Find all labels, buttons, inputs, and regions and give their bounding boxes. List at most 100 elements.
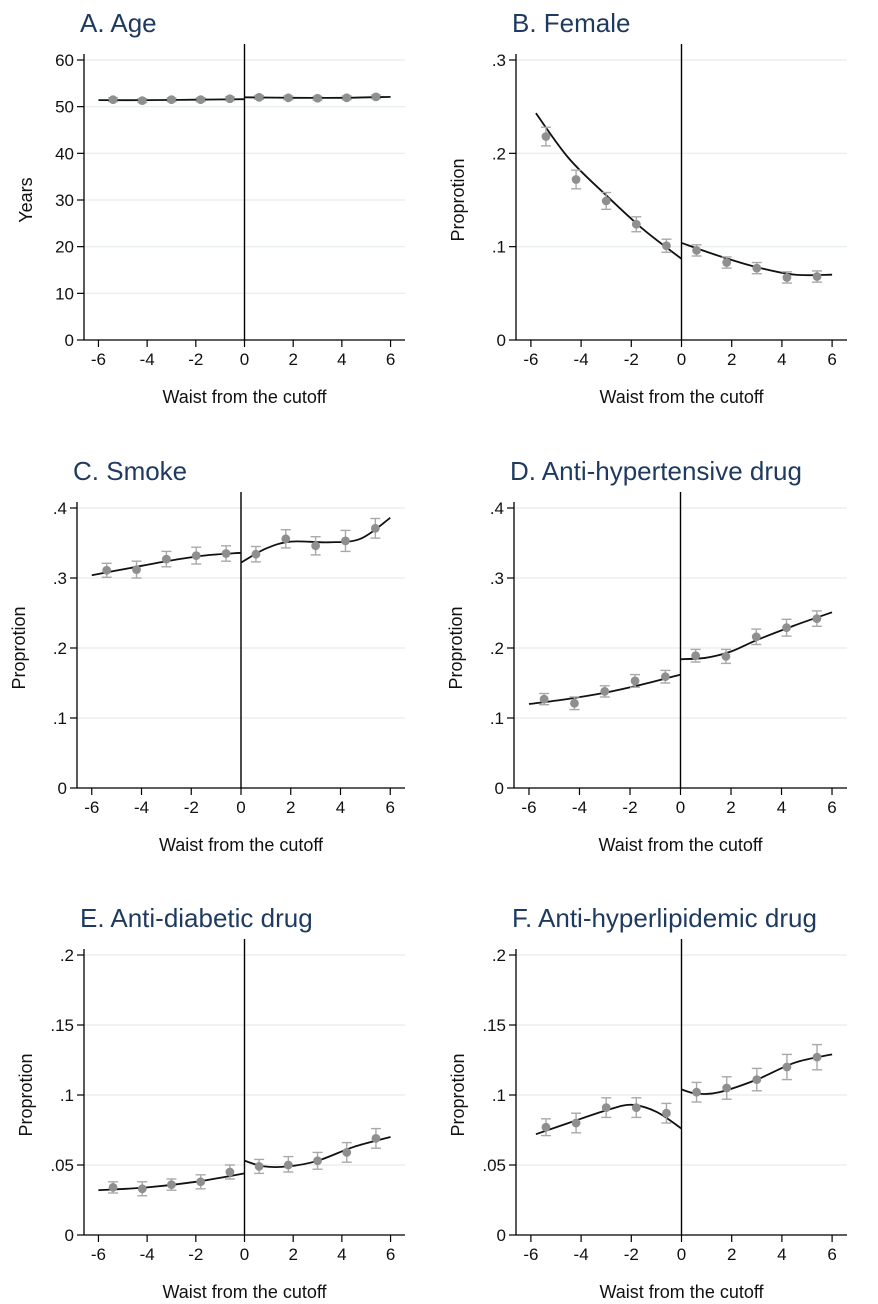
data-point [692,1087,701,1097]
x-tick-label: 2 [286,798,295,817]
y-tick-label: 30 [55,191,74,210]
x-axis-label: Waist from the cutoff [598,835,763,855]
y-tick-label: .05 [50,1156,74,1175]
y-tick-label: 10 [55,284,74,303]
data-point [539,694,549,704]
panel-4: D. Anti-hypertensive drug 0 .1 .2 .3 .4 -6 -4 -2… [446,456,847,855]
x-tick-label: -4 [572,798,587,817]
y-tick-label: 0 [65,331,74,350]
data-point [225,1167,235,1177]
data-point [132,565,141,574]
data-point [313,1156,322,1166]
y-tick-label: .2 [492,946,506,965]
y-tick-label: .15 [50,1016,74,1035]
x-tick-label: -2 [624,350,639,369]
x-tick-label: -4 [140,350,155,369]
x-tick-label: -2 [188,1245,203,1264]
x-tick-label: -6 [91,350,106,369]
x-tick-label: 6 [386,1245,395,1264]
data-point [371,92,381,102]
fit-line-right [240,517,391,564]
data-point [751,632,761,642]
y-tick-label: .2 [60,946,74,965]
x-axis-label: Waist from the cutoff [599,1282,764,1302]
data-point [102,565,112,575]
x-tick-label: 4 [777,350,786,369]
data-point [692,246,701,255]
data-point [601,196,611,206]
data-point [251,549,261,559]
data-point [541,1122,551,1132]
y-tick-label: 0 [497,1226,506,1245]
x-tick-label: 2 [288,1245,297,1264]
x-tick-label: -4 [574,350,589,369]
x-tick-label: 4 [336,798,345,817]
y-tick-label: 0 [65,1226,74,1245]
fit-line-right [680,611,833,661]
x-tick-label: 2 [727,1245,736,1264]
y-tick-label: .3 [490,569,504,588]
x-tick-label: 6 [827,798,836,817]
y-tick-label: .1 [60,1086,74,1105]
x-tick-label: 4 [337,350,346,369]
panel-title: E. Anti-diabetic drug [80,903,313,933]
y-tick-label: .15 [482,1016,506,1035]
y-tick-label: .3 [53,569,67,588]
y-tick-label: .2 [490,639,504,658]
x-tick-label: 2 [727,350,736,369]
y-tick-label: .2 [53,639,67,658]
data-point [571,1118,581,1128]
x-tick-label: 0 [676,798,685,817]
y-tick-label: .4 [53,499,67,518]
y-axis-label: Proprotion [448,1053,468,1136]
x-tick-label: -6 [91,1245,106,1264]
data-point [254,92,264,102]
data-point [342,1148,352,1157]
x-tick-label: 4 [337,1245,346,1264]
y-axis-label: Years [16,177,36,222]
panel-2: B. Female 0 .1 .2 .3 -6 -4 -2 0 2 4 6 Waist from the… [448,8,847,407]
data-point [161,554,171,564]
data-point [812,272,822,281]
data-point [782,623,791,633]
x-tick-label: 2 [288,350,297,369]
x-tick-label: 0 [677,1245,686,1264]
data-point [722,258,732,267]
y-tick-label: .1 [492,1086,506,1105]
x-tick-label: 6 [386,350,395,369]
data-point [196,95,206,105]
x-tick-label: 0 [240,1245,249,1264]
fit-line-left [535,112,683,260]
y-axis-label: Proprotion [448,158,468,241]
data-point [137,96,147,105]
x-axis-label: Waist from the cutoff [162,387,327,407]
data-point [283,1160,293,1170]
y-tick-label: .1 [490,709,504,728]
x-tick-label: 4 [777,1245,786,1264]
data-point [721,652,731,661]
panel-title: C. Smoke [73,456,187,486]
x-tick-label: 4 [777,798,786,817]
x-tick-label: -6 [84,798,99,817]
data-point [722,1083,732,1093]
y-tick-label: 40 [55,144,74,163]
y-tick-label: 60 [55,51,74,70]
data-point [108,1183,118,1192]
data-point [691,651,701,661]
data-point [370,523,380,533]
x-tick-label: -6 [523,350,538,369]
data-point [371,1134,381,1143]
data-point [601,1103,611,1112]
data-point [812,1052,822,1062]
y-tick-label: 0 [58,779,67,798]
y-tick-label: 20 [55,238,74,257]
panel-title: F. Anti-hyperlipidemic drug [512,903,817,933]
x-tick-label: 0 [236,798,245,817]
y-axis-label: Proprotion [16,1053,36,1136]
data-point [196,1177,206,1187]
data-point [167,1180,176,1189]
x-tick-label: 6 [827,350,836,369]
data-point [137,1184,147,1194]
